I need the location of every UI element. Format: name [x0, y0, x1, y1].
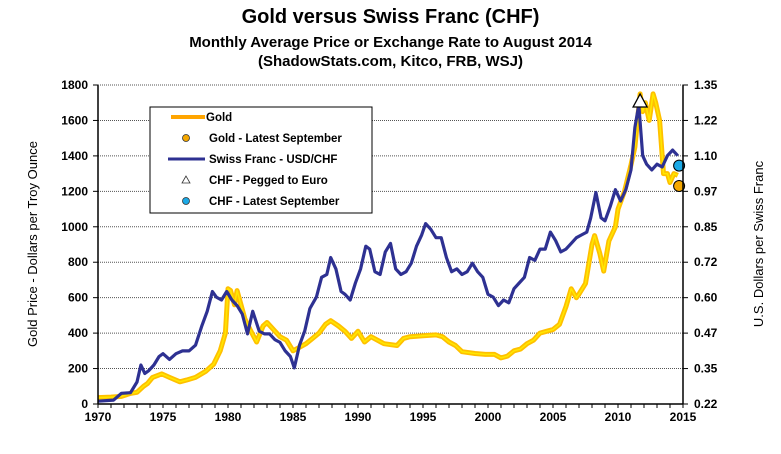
y-tick-label-right: 0.85 — [694, 220, 718, 234]
legend-label: Swiss Franc - USD/CHF — [209, 154, 337, 166]
y-axis-label-left: Gold Price - Dollars per Troy Ounce — [25, 141, 40, 347]
y-tick-label-right: 1.10 — [694, 149, 718, 163]
y-tick-label-left: 1600 — [61, 113, 88, 127]
marker-chf-pegged-to-euro — [632, 92, 649, 108]
y-tick-label-left: 400 — [68, 326, 88, 340]
legend-swatch-marker — [182, 134, 190, 142]
x-tick-label: 1995 — [410, 410, 437, 424]
x-tick-label: 2005 — [540, 410, 567, 424]
y-tick-label-left: 1200 — [61, 184, 88, 198]
y-tick-label-right: 0.72 — [694, 255, 718, 269]
legend-label: CHF - Pegged to Euro — [209, 175, 328, 187]
legend-label: CHF - Latest September — [209, 196, 340, 208]
x-tick-label: 1990 — [345, 410, 372, 424]
y-tick-label-right: 0.60 — [694, 291, 718, 305]
y-tick-label-right: 0.47 — [694, 326, 718, 340]
legend-swatch-triangle — [181, 175, 191, 184]
x-tick-label: 1970 — [85, 410, 112, 424]
x-tick-label: 2010 — [605, 410, 632, 424]
legend-swatch-marker — [182, 197, 190, 205]
marker-gold-latest-september — [673, 180, 686, 193]
x-tick-label: 1985 — [280, 410, 307, 424]
chart-title: Gold versus Swiss Franc (CHF) — [241, 6, 540, 28]
legend: Gold Gold - Latest September Swiss Franc -… — [149, 106, 373, 214]
x-tick-label: 1975 — [150, 410, 177, 424]
y-axis-label-right: U.S. Dollars per Swiss Franc — [751, 160, 766, 327]
legend-label: Gold — [206, 112, 232, 124]
x-tick-label: 1980 — [215, 410, 242, 424]
x-tick-label: 2000 — [475, 410, 502, 424]
y-tick-label-left: 800 — [68, 255, 88, 269]
chf-line — [97, 103, 679, 403]
y-tick-label-right: 0.35 — [694, 362, 718, 376]
gold-line — [97, 93, 679, 399]
y-tick-label-right: 1.35 — [694, 78, 718, 92]
y-tick-label-right: 0.97 — [694, 184, 718, 198]
y-tick-label-left: 1400 — [61, 149, 88, 163]
y-tick-label-left: 1000 — [61, 220, 88, 234]
y-tick-label-left: 0 — [81, 397, 88, 411]
chart-source: (ShadowStats.com, Kitco, FRB, WSJ) — [257, 53, 524, 70]
y-tick-label-left: 600 — [68, 291, 88, 305]
chart-subtitle: Monthly Average Price or Exchange Rate t… — [189, 34, 592, 51]
y-tick-label-left: 200 — [68, 362, 88, 376]
y-tick-label-left: 1800 — [61, 78, 88, 92]
marker-chf-latest-september — [673, 159, 686, 172]
legend-label: Gold - Latest September — [209, 133, 342, 145]
x-tick-label: 2015 — [670, 410, 697, 424]
y-tick-label-right: 1.22 — [694, 113, 718, 127]
y-tick-label-right: 0.22 — [694, 397, 718, 411]
